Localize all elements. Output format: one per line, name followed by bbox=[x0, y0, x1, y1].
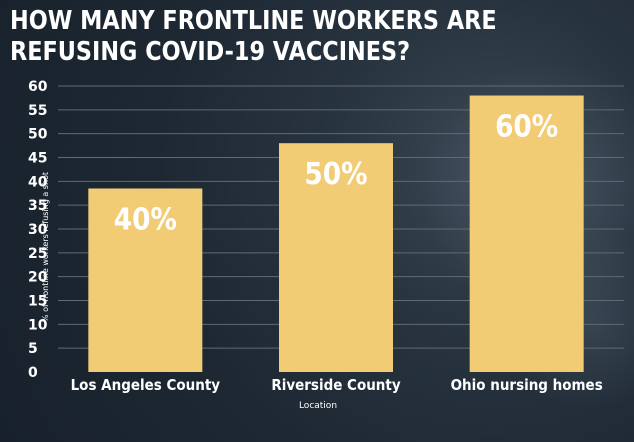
data-label: 40% bbox=[114, 202, 177, 237]
y-tick-label: 25 bbox=[28, 246, 47, 262]
chart-title: HOW MANY FRONTLINE WORKERS ARE REFUSING … bbox=[10, 6, 526, 68]
bar bbox=[88, 188, 203, 372]
x-axis-label: Location bbox=[299, 401, 337, 411]
y-axis-ticks: 0 5 10 15 20 25 30 35 40 45 50 55 60 bbox=[28, 79, 48, 381]
bar bbox=[279, 143, 393, 372]
x-tick-label: Riverside County bbox=[271, 377, 401, 394]
y-tick-label: 50 bbox=[28, 127, 48, 143]
x-tick-label: Los Angeles County bbox=[71, 377, 221, 394]
y-tick-label: 0 bbox=[28, 365, 38, 381]
y-tick-label: 5 bbox=[28, 341, 38, 357]
x-axis-ticks: Los Angeles County Riverside County Ohio n… bbox=[71, 377, 603, 394]
bars bbox=[88, 95, 584, 373]
chart-title-line: REFUSING COVID-19 VACCINES? bbox=[10, 37, 411, 67]
y-tick-label: 60 bbox=[28, 79, 48, 95]
data-labels: 40% 50% 60% bbox=[114, 109, 559, 237]
data-label: 50% bbox=[304, 157, 367, 192]
y-tick-label: 35 bbox=[28, 198, 47, 214]
y-tick-label: 55 bbox=[28, 103, 47, 119]
y-tick-label: 40 bbox=[28, 174, 48, 190]
y-tick-label: 15 bbox=[28, 294, 47, 310]
data-label: 60% bbox=[495, 109, 558, 144]
y-axis-label: % of frontline workers refusing a shot bbox=[41, 172, 50, 322]
bar bbox=[469, 95, 584, 373]
y-tick-label: 45 bbox=[28, 151, 47, 167]
y-tick-label: 10 bbox=[28, 317, 48, 333]
chart-title-line: HOW MANY FRONTLINE WORKERS ARE bbox=[10, 6, 497, 36]
x-tick-label: Ohio nursing homes bbox=[451, 377, 603, 394]
y-tick-label: 30 bbox=[28, 222, 48, 238]
y-tick-label: 20 bbox=[28, 270, 48, 286]
